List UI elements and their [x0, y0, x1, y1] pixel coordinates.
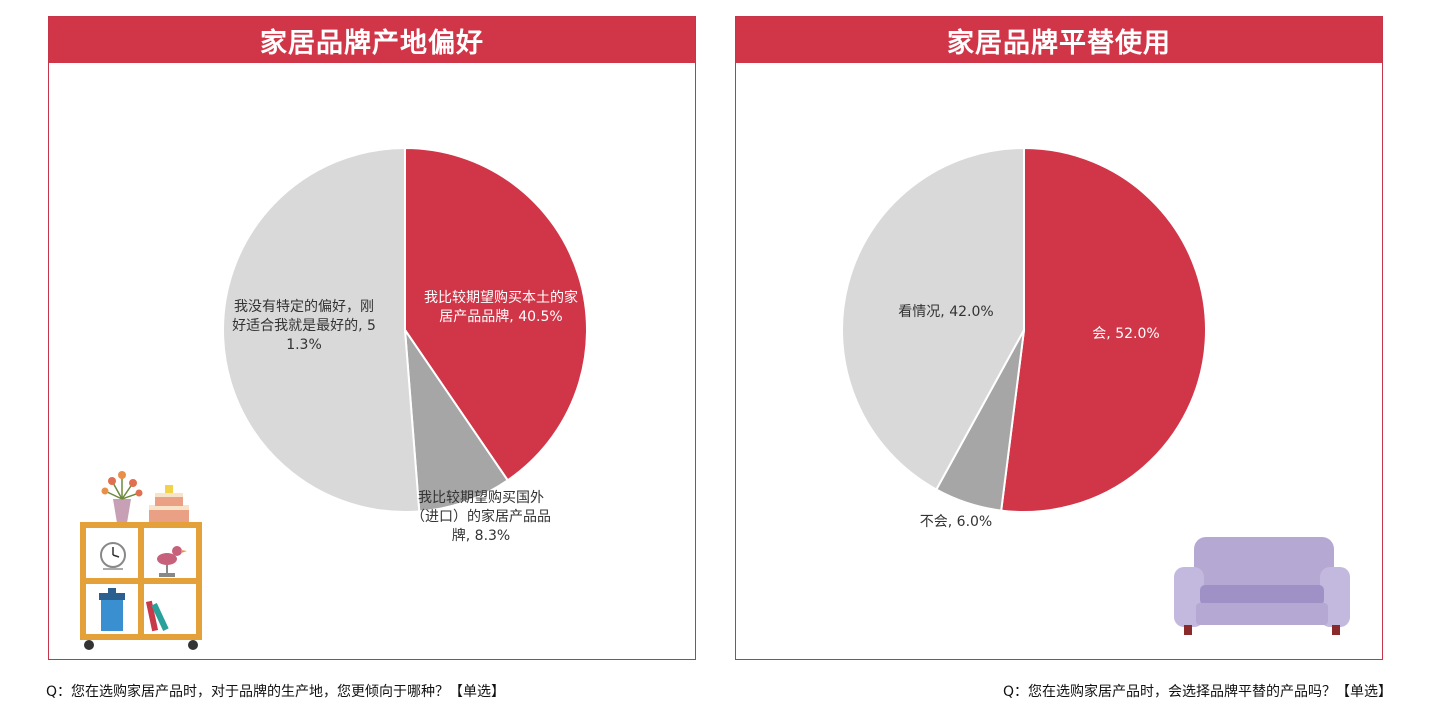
slice-label-text: 看情况	[898, 304, 941, 320]
pie-slice-depends	[841, 146, 1025, 491]
slice-label-value: 40.5%	[518, 309, 563, 325]
pie-slice-yes	[1000, 146, 1207, 513]
chart-title: 家居品牌产地偏好	[49, 17, 695, 63]
slice-label-value: 52.0%	[1115, 326, 1160, 342]
slice-label-text: 会	[1092, 326, 1107, 342]
chart-panel-origin-preference: 家居品牌产地偏好 我比较期望购买本土的家居产品品牌, 40.5% 我比较期望购买…	[48, 16, 696, 660]
pie-slice-no-preference	[222, 146, 421, 513]
survey-question-left: Q：您在选购家居产品时，对于品牌的生产地，您更倾向于哪种？【单选】	[46, 684, 506, 700]
slice-label-domestic: 我比较期望购买本土的家居产品品牌, 40.5%	[424, 290, 578, 325]
slice-label-depends: 看情况, 42.0%	[898, 304, 994, 320]
pie-chart-origin-preference	[222, 146, 588, 513]
slice-label-text: 不会	[919, 514, 948, 530]
flower-vase-icon	[101, 471, 143, 523]
survey-question-right: Q：您在选购家居产品时，会选择品牌平替的产品吗？【单选】	[1002, 684, 1392, 700]
pie-slice-domestic	[404, 146, 588, 482]
sofa-illustration	[1174, 537, 1350, 635]
slice-label-no-preference: 我没有特定的偏好，刚好适合我就是最好的, 51.3%	[232, 299, 376, 353]
slice-label-value: 8.3%	[474, 528, 511, 544]
cake-icon	[149, 485, 189, 523]
chart-panel-alternative-usage: 家居品牌平替使用 会, 52.0% 不会, 6.0% 看情况, 42.0%	[735, 16, 1383, 660]
jar-icon	[99, 588, 125, 631]
slice-label-value: 42.0%	[949, 304, 994, 320]
books-icon	[145, 600, 169, 632]
slice-label-yes: 会, 52.0%	[1092, 326, 1160, 342]
slice-label-value: 6.0%	[956, 514, 993, 530]
slice-label-text: 我比较期望购买国外（进口）的家居产品品牌	[411, 490, 551, 544]
shelf-illustration	[80, 471, 202, 650]
clock-icon	[100, 542, 126, 570]
slice-label-imported: 我比较期望购买国外（进口）的家居产品品牌, 8.3%	[411, 490, 551, 544]
chart-title: 家居品牌平替使用	[736, 17, 1382, 63]
slice-label-value: 51.3%	[286, 318, 376, 353]
pie-chart-alternative-usage	[841, 146, 1207, 513]
slice-label-text: 我没有特定的偏好，刚好适合我就是最好的	[232, 299, 374, 334]
pie-slice-imported	[403, 326, 510, 513]
bird-figurine-icon	[157, 546, 187, 577]
slice-label-text: 我比较期望购买本土的家居产品品牌	[424, 290, 578, 325]
slice-label-no: 不会, 6.0%	[919, 514, 993, 530]
